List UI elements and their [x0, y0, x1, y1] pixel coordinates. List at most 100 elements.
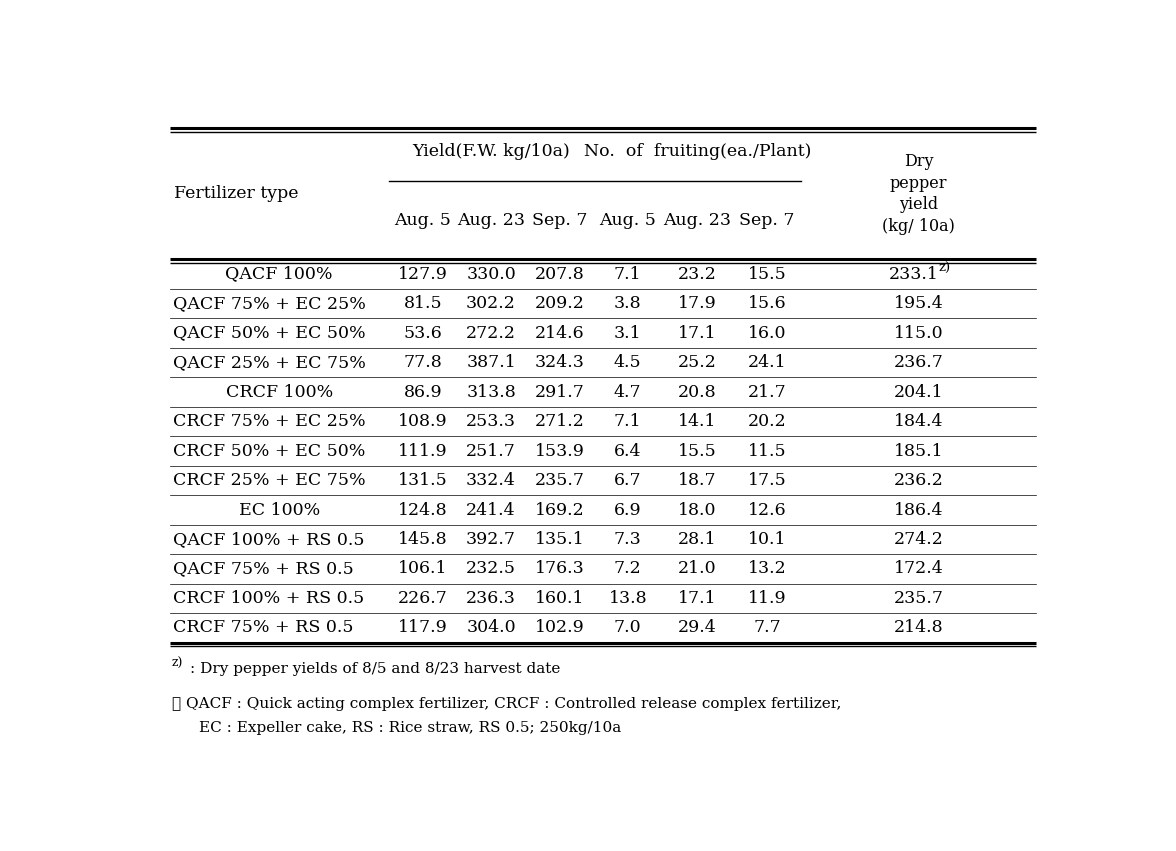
Text: CRCF 100% + RS 0.5: CRCF 100% + RS 0.5 — [173, 590, 363, 607]
Text: 236.7: 236.7 — [894, 354, 943, 371]
Text: 111.9: 111.9 — [397, 443, 448, 460]
Text: 271.2: 271.2 — [534, 413, 584, 430]
Text: EC 100%: EC 100% — [239, 501, 320, 518]
Text: 17.5: 17.5 — [748, 472, 787, 489]
Text: 233.1: 233.1 — [889, 266, 938, 283]
Text: 17.1: 17.1 — [679, 590, 717, 607]
Text: 274.2: 274.2 — [894, 531, 943, 548]
Text: 23.2: 23.2 — [679, 266, 717, 283]
Text: 324.3: 324.3 — [534, 354, 584, 371]
Text: 387.1: 387.1 — [466, 354, 516, 371]
Text: 77.8: 77.8 — [403, 354, 442, 371]
Text: 15.5: 15.5 — [748, 266, 787, 283]
Text: Dry
pepper
yield
(kg/ 10a): Dry pepper yield (kg/ 10a) — [882, 153, 955, 235]
Text: 304.0: 304.0 — [466, 620, 516, 637]
Text: 13.8: 13.8 — [608, 590, 647, 607]
Text: 176.3: 176.3 — [535, 561, 584, 578]
Text: QACF 100%: QACF 100% — [226, 266, 333, 283]
Text: 7.1: 7.1 — [614, 266, 642, 283]
Text: Sep. 7: Sep. 7 — [740, 212, 795, 229]
Text: Aug. 23: Aug. 23 — [663, 212, 731, 229]
Text: 392.7: 392.7 — [466, 531, 516, 548]
Text: CRCF 25% + EC 75%: CRCF 25% + EC 75% — [173, 472, 365, 489]
Text: CRCF 75% + RS 0.5: CRCF 75% + RS 0.5 — [173, 620, 353, 637]
Text: 4.7: 4.7 — [614, 384, 642, 401]
Text: 214.6: 214.6 — [535, 324, 584, 341]
Text: 330.0: 330.0 — [466, 266, 516, 283]
Text: 127.9: 127.9 — [397, 266, 448, 283]
Text: 195.4: 195.4 — [894, 295, 943, 312]
Text: 7.7: 7.7 — [754, 620, 781, 637]
Text: 184.4: 184.4 — [894, 413, 943, 430]
Text: 235.7: 235.7 — [534, 472, 584, 489]
Text: 86.9: 86.9 — [403, 384, 442, 401]
Text: 232.5: 232.5 — [466, 561, 516, 578]
Text: QACF 50% + EC 50%: QACF 50% + EC 50% — [173, 324, 365, 341]
Text: 17.1: 17.1 — [679, 324, 717, 341]
Text: 28.1: 28.1 — [679, 531, 717, 548]
Text: 11.5: 11.5 — [748, 443, 787, 460]
Text: 115.0: 115.0 — [894, 324, 943, 341]
Text: ※ QACF : Quick acting complex fertilizer, CRCF : Controlled release complex fert: ※ QACF : Quick acting complex fertilizer… — [172, 697, 841, 711]
Text: 13.2: 13.2 — [748, 561, 787, 578]
Text: 21.7: 21.7 — [748, 384, 787, 401]
Text: 18.0: 18.0 — [679, 501, 716, 518]
Text: CRCF 75% + EC 25%: CRCF 75% + EC 25% — [173, 413, 365, 430]
Text: 102.9: 102.9 — [535, 620, 584, 637]
Text: 209.2: 209.2 — [534, 295, 584, 312]
Text: 241.4: 241.4 — [466, 501, 516, 518]
Text: z): z) — [172, 657, 183, 671]
Text: QACF 75% + EC 25%: QACF 75% + EC 25% — [173, 295, 366, 312]
Text: 17.9: 17.9 — [679, 295, 717, 312]
Text: 7.2: 7.2 — [614, 561, 642, 578]
Text: 53.6: 53.6 — [403, 324, 442, 341]
Text: 235.7: 235.7 — [894, 590, 943, 607]
Text: CRCF 50% + EC 50%: CRCF 50% + EC 50% — [173, 443, 365, 460]
Text: Aug. 23: Aug. 23 — [457, 212, 524, 229]
Text: CRCF 100%: CRCF 100% — [226, 384, 333, 401]
Text: 6.9: 6.9 — [614, 501, 642, 518]
Text: 11.9: 11.9 — [748, 590, 787, 607]
Text: 25.2: 25.2 — [679, 354, 717, 371]
Text: 14.1: 14.1 — [679, 413, 716, 430]
Text: 131.5: 131.5 — [397, 472, 448, 489]
Text: QACF 75% + RS 0.5: QACF 75% + RS 0.5 — [173, 561, 353, 578]
Text: 160.1: 160.1 — [535, 590, 584, 607]
Text: z): z) — [938, 262, 950, 276]
Text: 24.1: 24.1 — [748, 354, 787, 371]
Text: No.  of  fruiting(ea./Plant): No. of fruiting(ea./Plant) — [583, 143, 811, 160]
Text: 185.1: 185.1 — [894, 443, 943, 460]
Text: EC : Expeller cake, RS : Rice straw, RS 0.5; 250kg/10a: EC : Expeller cake, RS : Rice straw, RS … — [199, 721, 621, 735]
Text: 6.7: 6.7 — [614, 472, 642, 489]
Text: 291.7: 291.7 — [534, 384, 584, 401]
Text: 251.7: 251.7 — [466, 443, 516, 460]
Text: QACF 25% + EC 75%: QACF 25% + EC 75% — [173, 354, 366, 371]
Text: 145.8: 145.8 — [397, 531, 448, 548]
Text: 29.4: 29.4 — [679, 620, 717, 637]
Text: : Dry pepper yields of 8/5 and 8/23 harvest date: : Dry pepper yields of 8/5 and 8/23 harv… — [189, 662, 560, 676]
Text: 117.9: 117.9 — [397, 620, 448, 637]
Text: 106.1: 106.1 — [397, 561, 447, 578]
Text: Sep. 7: Sep. 7 — [532, 212, 587, 229]
Text: 332.4: 332.4 — [466, 472, 516, 489]
Text: 302.2: 302.2 — [466, 295, 516, 312]
Text: 153.9: 153.9 — [534, 443, 584, 460]
Text: Fertilizer type: Fertilizer type — [174, 186, 299, 203]
Text: 21.0: 21.0 — [679, 561, 717, 578]
Text: Aug. 5: Aug. 5 — [600, 212, 656, 229]
Text: 20.2: 20.2 — [748, 413, 787, 430]
Text: 236.3: 236.3 — [466, 590, 516, 607]
Text: 272.2: 272.2 — [466, 324, 516, 341]
Text: 16.0: 16.0 — [748, 324, 787, 341]
Text: 81.5: 81.5 — [403, 295, 442, 312]
Text: 10.1: 10.1 — [748, 531, 787, 548]
Text: 18.7: 18.7 — [679, 472, 717, 489]
Text: 169.2: 169.2 — [535, 501, 584, 518]
Text: 214.8: 214.8 — [894, 620, 943, 637]
Text: Aug. 5: Aug. 5 — [394, 212, 452, 229]
Text: Yield(F.W. kg/10a): Yield(F.W. kg/10a) — [412, 143, 570, 160]
Text: 135.1: 135.1 — [535, 531, 584, 548]
Text: 4.5: 4.5 — [614, 354, 642, 371]
Text: QACF 100% + RS 0.5: QACF 100% + RS 0.5 — [173, 531, 365, 548]
Text: 7.3: 7.3 — [614, 531, 642, 548]
